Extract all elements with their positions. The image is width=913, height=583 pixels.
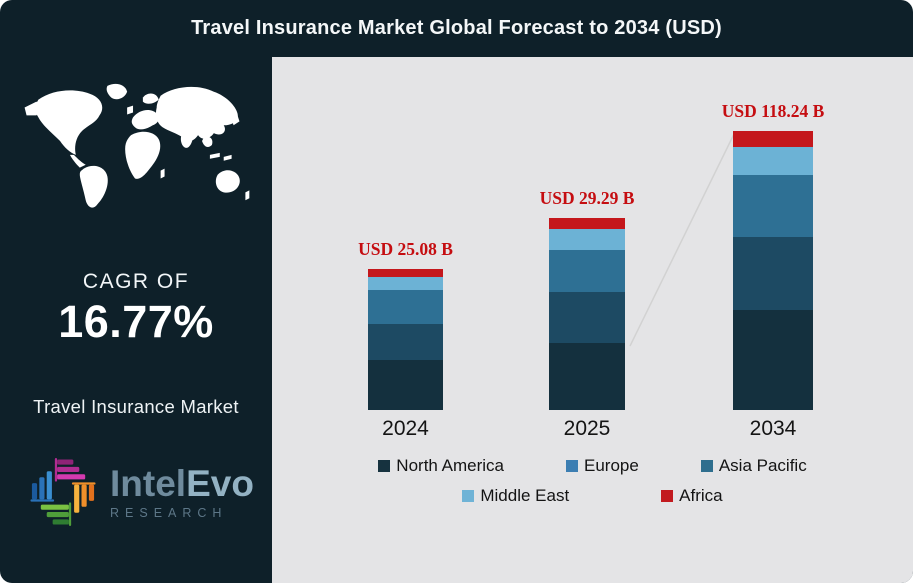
segment-north-america (733, 310, 813, 410)
segment-africa (549, 218, 625, 229)
bar-total-label: USD 29.29 B (539, 188, 635, 208)
bar-2025: USD 29.29 B 2025 (540, 188, 635, 440)
logo-text: IntelEvo RESEARCH (110, 465, 254, 520)
segment-north-america (549, 343, 625, 410)
world-map (16, 76, 254, 214)
legend-item-africa: Africa (661, 486, 723, 506)
segment-north-america (368, 360, 443, 410)
segment-middle-east (733, 147, 813, 175)
legend-item-middle-east: Middle East (462, 486, 569, 506)
segment-asia-pacific (549, 250, 625, 292)
legend-swatch (462, 490, 475, 502)
bar-total-label: USD 25.08 B (358, 239, 453, 259)
brand-logo: IntelEvo RESEARCH (26, 450, 254, 534)
market-name: Travel Insurance Market (33, 396, 239, 417)
page-title: Travel Insurance Market Global Forecast … (191, 17, 722, 39)
legend-label: North America (396, 456, 504, 475)
legend-label: Middle East (480, 486, 570, 505)
segment-africa (368, 269, 443, 277)
legend-item-asia-pacific: Asia Pacific (700, 456, 807, 476)
logo-subtitle: RESEARCH (110, 505, 228, 520)
segment-middle-east (549, 229, 625, 250)
legend-row-2: Middle East Africa (272, 486, 913, 506)
year-label: 2025 (563, 417, 611, 440)
legend-row-1: North America Europe Asia Pacific (272, 456, 913, 476)
segment-europe (549, 292, 625, 343)
segment-europe (733, 237, 813, 310)
legend-item-north-america: North America (378, 456, 504, 476)
legend-label: Europe (584, 456, 639, 475)
segment-asia-pacific (368, 290, 443, 324)
legend-swatch (378, 460, 391, 472)
logo-name-primary: Intel (110, 462, 187, 504)
cagr-value: 16.77% (58, 296, 214, 347)
chart-panel: USD 25.08 B 2024 USD 29.29 B 2025 USD 118.24… (272, 57, 913, 583)
year-label: 2034 (749, 417, 797, 440)
legend-swatch (700, 460, 713, 472)
legend-swatch (661, 490, 674, 502)
logo-name: IntelEvo (110, 465, 254, 502)
cagr-label: CAGR OF (82, 270, 190, 293)
logo-pinwheel-icon (30, 457, 96, 527)
segment-africa (733, 131, 813, 147)
world-map-icon (24, 83, 250, 208)
bar-2024: USD 25.08 B 2024 (358, 239, 453, 440)
segment-middle-east (368, 277, 443, 290)
legend-item-europe: Europe (566, 456, 639, 476)
year-label: 2024 (382, 417, 429, 440)
logo-name-secondary: Evo (186, 462, 254, 504)
segment-asia-pacific (733, 175, 813, 237)
legend-swatch (566, 460, 578, 472)
legend-label: Asia Pacific (718, 456, 807, 475)
bar-2034: USD 118.24 B 2034 (722, 101, 825, 440)
legend-label: Africa (679, 486, 723, 505)
header: Travel Insurance Market Global Forecast … (0, 0, 913, 57)
bar-total-label: USD 118.24 B (721, 101, 825, 121)
segment-europe (368, 324, 443, 360)
